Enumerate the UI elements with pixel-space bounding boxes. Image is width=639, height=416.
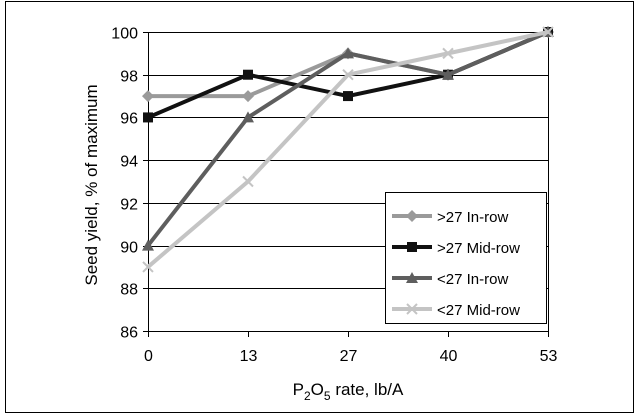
series-layer [142,26,554,273]
x-axis-label-sub-2: 2 [304,389,311,403]
marker-square [143,112,153,123]
legend-label: >27 In-row [437,209,508,226]
y-tick-label: 94 [120,154,138,171]
marker-x [442,47,454,60]
legend-item: <27 In-row [392,271,508,288]
marker-triangle [406,272,418,283]
legend-label: >27 Mid-row [437,240,520,257]
marker-diamond [142,90,154,103]
marker-square [343,91,353,102]
y-tick-label: 98 [120,69,138,86]
x-tick-label: 13 [240,348,258,365]
x-axis-label: P2O5 rate, lb/A [293,380,404,403]
marker-x [242,175,254,188]
x-axis: 0 13 27 40 53 [144,331,558,365]
y-tick-label: 88 [120,282,138,299]
legend-item: >27 Mid-row [392,240,520,257]
marker-triangle [142,239,154,251]
marker-x [142,261,154,273]
legend-item: >27 In-row [392,209,508,226]
marker-triangle [242,111,254,123]
marker-triangle [342,47,354,59]
legend-item: <27 Mid-row [392,302,520,319]
marker-x [342,69,354,81]
y-tick-label: 92 [120,197,138,214]
x-tick-label: 40 [440,348,458,365]
legend: >27 In-row >27 Mid-row <27 In-row <27 Mid-r… [385,192,547,324]
marker-x [542,26,554,38]
y-tick-label: 90 [120,240,138,257]
x-tick-label: 0 [144,348,153,365]
marker-triangle [442,68,454,80]
x-tick-label: 27 [340,348,358,365]
x-tick-label: 53 [540,348,558,365]
marker-square [243,69,253,80]
y-tick-label: 86 [120,325,138,342]
y-axis-label: Seed yield, % of maximum [82,84,101,285]
x-axis-label-o: O [311,380,324,399]
x-axis-label-sub-5: 5 [324,389,331,403]
marker-square [407,242,417,252]
x-axis-label-tail: rate, lb/A [331,380,404,399]
y-tick-label: 96 [120,111,138,128]
marker-x [406,303,418,315]
y-tick-label: 100 [111,26,138,43]
x-axis-label-p: P [293,380,304,399]
marker-diamond [406,210,418,222]
series--27-mid-row [142,26,554,273]
y-axis: 86 88 90 92 94 96 98 100 [111,26,148,342]
marker-diamond [242,90,254,103]
legend-label: <27 In-row [437,271,508,288]
legend-label: <27 Mid-row [437,302,520,319]
